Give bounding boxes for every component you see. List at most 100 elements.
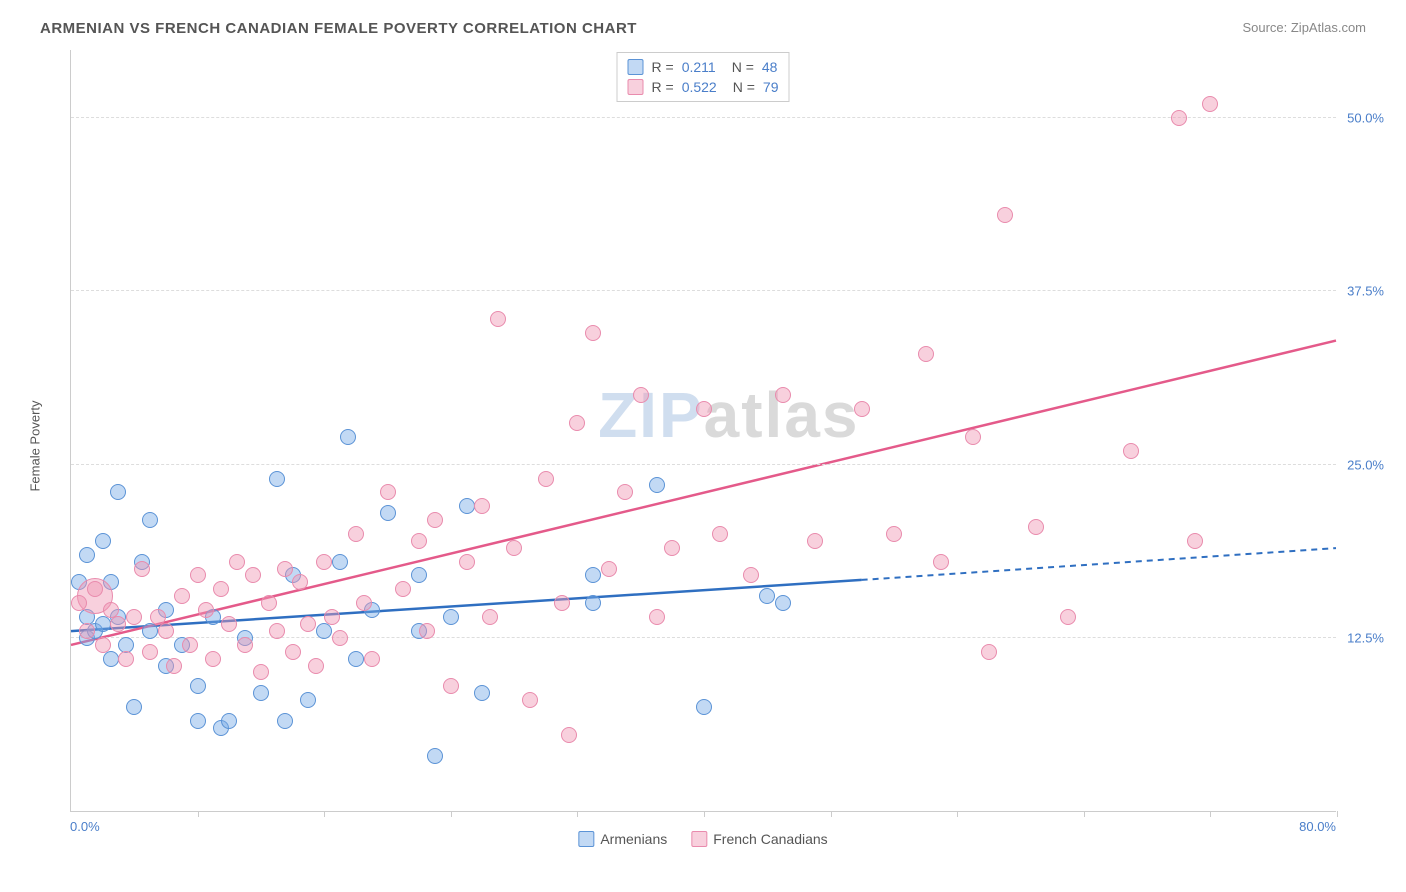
y-tick-label: 50.0% xyxy=(1347,111,1384,126)
data-point xyxy=(997,207,1013,223)
data-point xyxy=(221,713,237,729)
data-point xyxy=(110,616,126,632)
data-point xyxy=(1060,609,1076,625)
data-point xyxy=(134,561,150,577)
data-point xyxy=(166,658,182,674)
data-point xyxy=(79,623,95,639)
data-point xyxy=(1202,96,1218,112)
data-point xyxy=(316,623,332,639)
gridline: 25.0% xyxy=(71,464,1336,465)
x-tick xyxy=(1084,811,1085,817)
data-point xyxy=(277,713,293,729)
data-point xyxy=(1028,519,1044,535)
data-point xyxy=(190,713,206,729)
legend-item: Armenians xyxy=(578,831,667,847)
data-point xyxy=(103,651,119,667)
data-point xyxy=(142,644,158,660)
data-point xyxy=(95,533,111,549)
data-point xyxy=(324,609,340,625)
data-point xyxy=(182,637,198,653)
data-point xyxy=(261,595,277,611)
data-point xyxy=(743,567,759,583)
data-point xyxy=(110,484,126,500)
y-tick-label: 12.5% xyxy=(1347,630,1384,645)
stat-r-value: 0.211 xyxy=(682,57,716,77)
chart-title: ARMENIAN VS FRENCH CANADIAN FEMALE POVER… xyxy=(40,20,637,37)
series-swatch xyxy=(628,59,644,75)
data-point xyxy=(538,471,554,487)
data-point xyxy=(269,471,285,487)
stats-row: R =0.522N =79 xyxy=(628,77,779,97)
data-point xyxy=(427,512,443,528)
x-tick xyxy=(1210,811,1211,817)
data-point xyxy=(443,609,459,625)
data-point xyxy=(380,484,396,500)
x-tick xyxy=(831,811,832,817)
bottom-legend: Armenians French Canadians xyxy=(578,831,827,847)
data-point xyxy=(933,554,949,570)
gridline: 50.0% xyxy=(71,117,1336,118)
stats-row: R =0.211N =48 xyxy=(628,57,779,77)
stat-n-label: N = xyxy=(732,57,754,77)
data-point xyxy=(356,595,372,611)
data-point xyxy=(253,664,269,680)
legend-swatch xyxy=(691,831,707,847)
data-point xyxy=(237,637,253,653)
data-point xyxy=(664,540,680,556)
data-point xyxy=(482,609,498,625)
y-tick-label: 37.5% xyxy=(1347,284,1384,299)
data-point xyxy=(965,429,981,445)
stat-r-label: R = xyxy=(652,77,674,97)
stat-n-value: 79 xyxy=(763,77,779,97)
data-point xyxy=(696,699,712,715)
plot-area: ZIPatlas 12.5%25.0%37.5%50.0% xyxy=(70,50,1336,812)
data-point xyxy=(1187,533,1203,549)
data-point xyxy=(174,588,190,604)
data-point xyxy=(886,526,902,542)
legend-item: French Canadians xyxy=(691,831,827,847)
data-point xyxy=(712,526,728,542)
x-tick xyxy=(1337,811,1338,817)
data-point xyxy=(292,574,308,590)
x-axis-max-label: 80.0% xyxy=(1299,819,1336,834)
x-tick xyxy=(957,811,958,817)
data-point xyxy=(332,630,348,646)
data-point xyxy=(569,415,585,431)
data-point xyxy=(981,644,997,660)
data-point xyxy=(759,588,775,604)
data-point xyxy=(71,595,87,611)
data-point xyxy=(585,567,601,583)
data-point xyxy=(118,651,134,667)
data-point xyxy=(79,547,95,563)
data-point xyxy=(918,346,934,362)
data-point xyxy=(332,554,348,570)
data-point xyxy=(1123,443,1139,459)
data-point xyxy=(854,401,870,417)
x-tick xyxy=(198,811,199,817)
data-point xyxy=(158,623,174,639)
data-point xyxy=(649,609,665,625)
stats-legend-box: R =0.211N =48R =0.522N =79 xyxy=(617,52,790,102)
data-point xyxy=(340,429,356,445)
data-point xyxy=(585,325,601,341)
data-point xyxy=(633,387,649,403)
y-tick-label: 25.0% xyxy=(1347,457,1384,472)
data-point xyxy=(277,561,293,577)
data-point xyxy=(253,685,269,701)
data-point xyxy=(190,678,206,694)
data-point xyxy=(308,658,324,674)
legend-label: French Canadians xyxy=(713,831,827,847)
data-point xyxy=(142,623,158,639)
data-point xyxy=(459,554,475,570)
data-point xyxy=(617,484,633,500)
data-point xyxy=(775,387,791,403)
data-point xyxy=(696,401,712,417)
series-swatch xyxy=(628,79,644,95)
data-point xyxy=(427,748,443,764)
data-point xyxy=(221,616,237,632)
data-point xyxy=(459,498,475,514)
data-point xyxy=(190,567,206,583)
y-axis-label: Female Poverty xyxy=(28,400,43,491)
data-point xyxy=(348,651,364,667)
data-point xyxy=(554,595,570,611)
